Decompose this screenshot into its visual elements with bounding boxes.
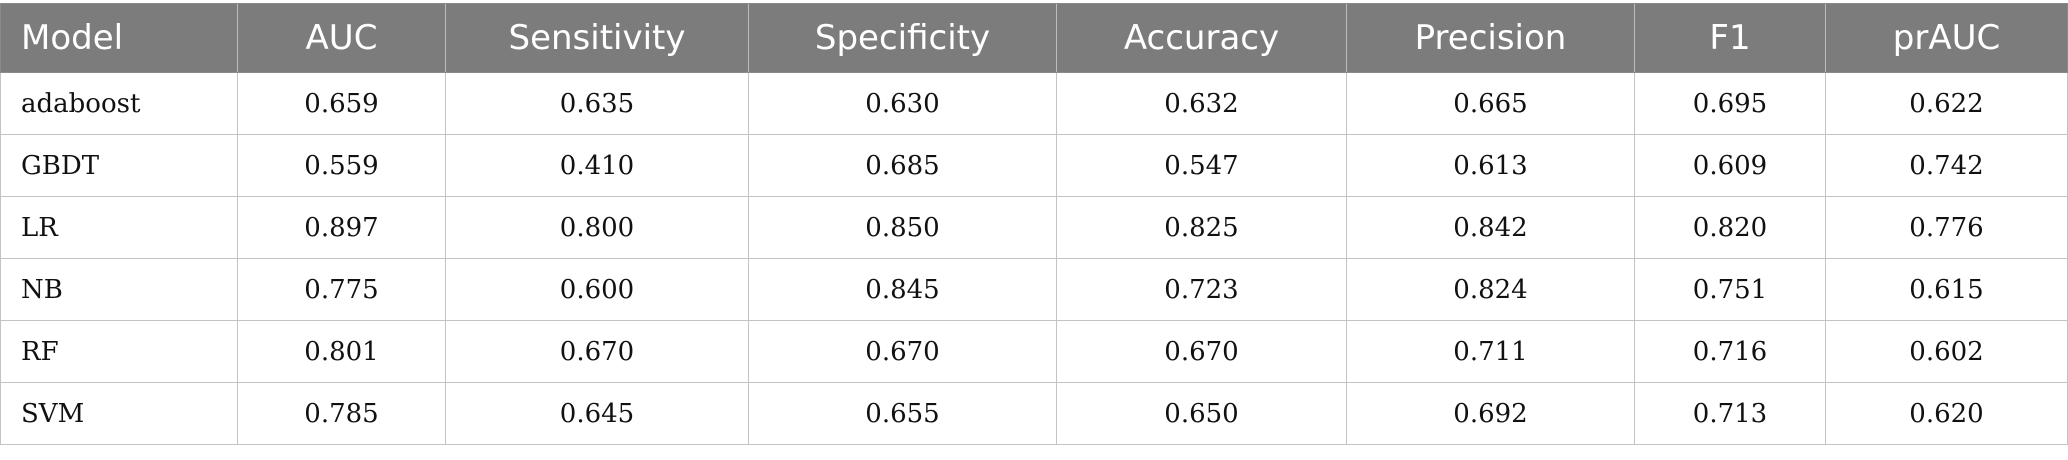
table-row: RF 0.801 0.670 0.670 0.670 0.711 0.716 0… — [0, 320, 2068, 383]
sensitivity-cell: 0.800 — [445, 196, 749, 259]
prauc-cell: 0.620 — [1825, 382, 2068, 445]
accuracy-cell: 0.723 — [1056, 258, 1347, 321]
precision-cell: 0.842 — [1346, 196, 1635, 259]
header-f1: F1 — [1634, 3, 1826, 73]
header-sensitivity: Sensitivity — [445, 3, 749, 73]
table-row: NB 0.775 0.600 0.845 0.723 0.824 0.751 0… — [0, 258, 2068, 321]
sensitivity-cell: 0.410 — [445, 134, 749, 197]
model-name-cell: RF — [0, 320, 238, 383]
header-precision: Precision — [1346, 3, 1635, 73]
auc-cell: 0.801 — [237, 320, 446, 383]
table-row: LR 0.897 0.800 0.850 0.825 0.842 0.820 0… — [0, 196, 2068, 259]
prauc-cell: 0.602 — [1825, 320, 2068, 383]
precision-cell: 0.692 — [1346, 382, 1635, 445]
accuracy-cell: 0.650 — [1056, 382, 1347, 445]
auc-cell: 0.559 — [237, 134, 446, 197]
specificity-cell: 0.850 — [748, 196, 1057, 259]
specificity-cell: 0.630 — [748, 72, 1057, 135]
specificity-cell: 0.670 — [748, 320, 1057, 383]
sensitivity-cell: 0.600 — [445, 258, 749, 321]
specificity-cell: 0.685 — [748, 134, 1057, 197]
prauc-cell: 0.742 — [1825, 134, 2068, 197]
model-name-cell: LR — [0, 196, 238, 259]
header-prauc: prAUC — [1825, 3, 2068, 73]
prauc-cell: 0.776 — [1825, 196, 2068, 259]
accuracy-cell: 0.632 — [1056, 72, 1347, 135]
table-body: adaboost 0.659 0.635 0.630 0.632 0.665 0… — [0, 72, 2068, 445]
model-name-cell: adaboost — [0, 72, 238, 135]
f1-cell: 0.716 — [1634, 320, 1826, 383]
auc-cell: 0.897 — [237, 196, 446, 259]
sensitivity-cell: 0.645 — [445, 382, 749, 445]
precision-cell: 0.665 — [1346, 72, 1635, 135]
table-row: GBDT 0.559 0.410 0.685 0.547 0.613 0.609… — [0, 134, 2068, 197]
accuracy-cell: 0.825 — [1056, 196, 1347, 259]
auc-cell: 0.659 — [237, 72, 446, 135]
model-name-cell: SVM — [0, 382, 238, 445]
precision-cell: 0.613 — [1346, 134, 1635, 197]
model-name-cell: NB — [0, 258, 238, 321]
specificity-cell: 0.845 — [748, 258, 1057, 321]
header-model: Model — [0, 3, 238, 73]
header-row: Model AUC Sensitivity Specificity Accura… — [0, 3, 2068, 73]
results-table-container: Model AUC Sensitivity Specificity Accura… — [0, 3, 2068, 445]
prauc-cell: 0.622 — [1825, 72, 2068, 135]
auc-cell: 0.785 — [237, 382, 446, 445]
f1-cell: 0.609 — [1634, 134, 1826, 197]
precision-cell: 0.824 — [1346, 258, 1635, 321]
header-specificity: Specificity — [748, 3, 1057, 73]
table-header: Model AUC Sensitivity Specificity Accura… — [0, 3, 2068, 73]
sensitivity-cell: 0.635 — [445, 72, 749, 135]
f1-cell: 0.820 — [1634, 196, 1826, 259]
header-accuracy: Accuracy — [1056, 3, 1347, 73]
model-metrics-table: Model AUC Sensitivity Specificity Accura… — [0, 3, 2068, 445]
precision-cell: 0.711 — [1346, 320, 1635, 383]
table-row: adaboost 0.659 0.635 0.630 0.632 0.665 0… — [0, 72, 2068, 135]
f1-cell: 0.713 — [1634, 382, 1826, 445]
prauc-cell: 0.615 — [1825, 258, 2068, 321]
specificity-cell: 0.655 — [748, 382, 1057, 445]
f1-cell: 0.751 — [1634, 258, 1826, 321]
auc-cell: 0.775 — [237, 258, 446, 321]
accuracy-cell: 0.547 — [1056, 134, 1347, 197]
accuracy-cell: 0.670 — [1056, 320, 1347, 383]
table-row: SVM 0.785 0.645 0.655 0.650 0.692 0.713 … — [0, 382, 2068, 445]
header-auc: AUC — [237, 3, 446, 73]
model-name-cell: GBDT — [0, 134, 238, 197]
sensitivity-cell: 0.670 — [445, 320, 749, 383]
f1-cell: 0.695 — [1634, 72, 1826, 135]
